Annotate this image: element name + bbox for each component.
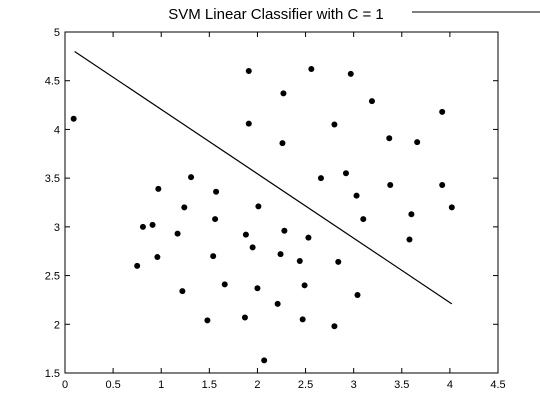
data-point [448,204,455,211]
data-point [281,227,288,234]
data-point [210,253,217,260]
data-point [335,258,342,265]
x-tick-label: 4.5 [490,379,505,391]
data-point [139,223,146,230]
data-point [331,121,338,128]
x-tick-label: 2 [254,379,260,391]
y-tick-label: 5 [54,27,60,39]
y-tick-label: 3 [54,222,60,234]
data-point [280,90,287,97]
x-tick-label: 3.5 [394,379,409,391]
data-point [296,257,303,264]
x-tick-label: 1.5 [202,379,217,391]
data-point [301,282,308,289]
data-point [174,230,181,237]
data-point [134,262,141,269]
plot-frame [64,31,499,374]
data-point [242,231,249,238]
data-point [408,211,415,218]
data-point [308,66,315,73]
data-point [439,181,446,188]
y-tick-label: 2.5 [45,271,60,283]
x-tick-label: 0.5 [105,379,120,391]
data-point [188,174,195,181]
data-point [245,67,252,74]
axes: 0 0.5 1 1.5 2 2.5 3 3.5 4 4.5 1.5 2 2.5 3 3.5 4 4.5 5 [45,27,506,391]
data-point [213,188,220,195]
x-tick-label: 3 [351,379,357,391]
data-point [261,357,268,364]
data-point [347,70,354,77]
data-point [245,120,252,127]
y-tick-label: 4.5 [45,76,60,88]
data-point [179,288,186,295]
y-tick-label: 1.5 [45,368,60,380]
data-point [241,314,248,321]
data-point [70,115,77,122]
data-point [274,300,281,307]
data-point [305,234,312,241]
data-point [181,204,188,211]
data-point [155,185,162,192]
data-point [386,135,393,142]
data-point [360,216,367,223]
y-tick-label: 4 [54,124,60,136]
data-point [387,181,394,188]
x-tick-label: 2.5 [298,379,313,391]
data-point [254,285,261,292]
data-point [279,140,286,147]
data-point [354,292,361,299]
decision-boundary-line [74,50,453,305]
data-point [154,254,161,261]
y-tick-label: 2 [54,319,60,331]
x-tick-label: 0 [62,379,68,391]
chart-title: SVM Linear Classifier with C = 1 [168,6,384,23]
data-point [277,251,284,258]
data-point [149,221,156,228]
data-point [353,192,360,199]
data-point [368,98,375,105]
x-tick-label: 1 [158,379,164,391]
data-point [299,316,306,323]
data-points [70,66,455,364]
decision-boundary-group [74,50,453,305]
data-point [204,317,211,324]
data-point [439,108,446,115]
data-point [317,175,324,182]
data-point [221,281,228,288]
data-point [342,170,349,177]
data-point [331,323,338,330]
data-point [414,139,421,146]
x-tick-label: 4 [447,379,453,391]
data-point [406,236,413,243]
data-point [212,216,219,223]
data-point [249,244,256,251]
data-point [255,203,262,210]
y-tick-label: 3.5 [45,173,60,185]
